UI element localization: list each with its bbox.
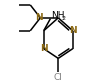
Text: 2: 2	[61, 16, 65, 21]
Text: Cl: Cl	[54, 73, 63, 82]
Text: N: N	[69, 26, 77, 35]
Text: NH: NH	[52, 11, 65, 20]
Text: N: N	[40, 44, 47, 53]
Text: N: N	[35, 13, 43, 22]
